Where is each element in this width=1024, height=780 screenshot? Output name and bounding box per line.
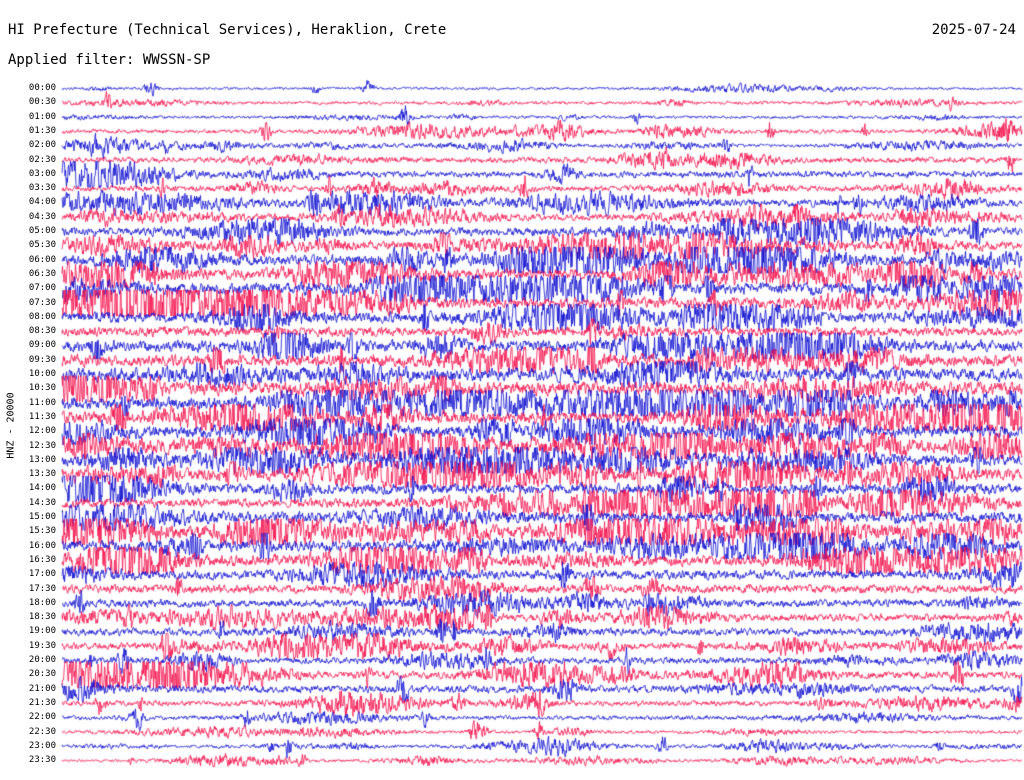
seismogram-canvas (0, 0, 1024, 780)
helicorder-page: HI Prefecture (Technical Services), Hera… (0, 0, 1024, 780)
